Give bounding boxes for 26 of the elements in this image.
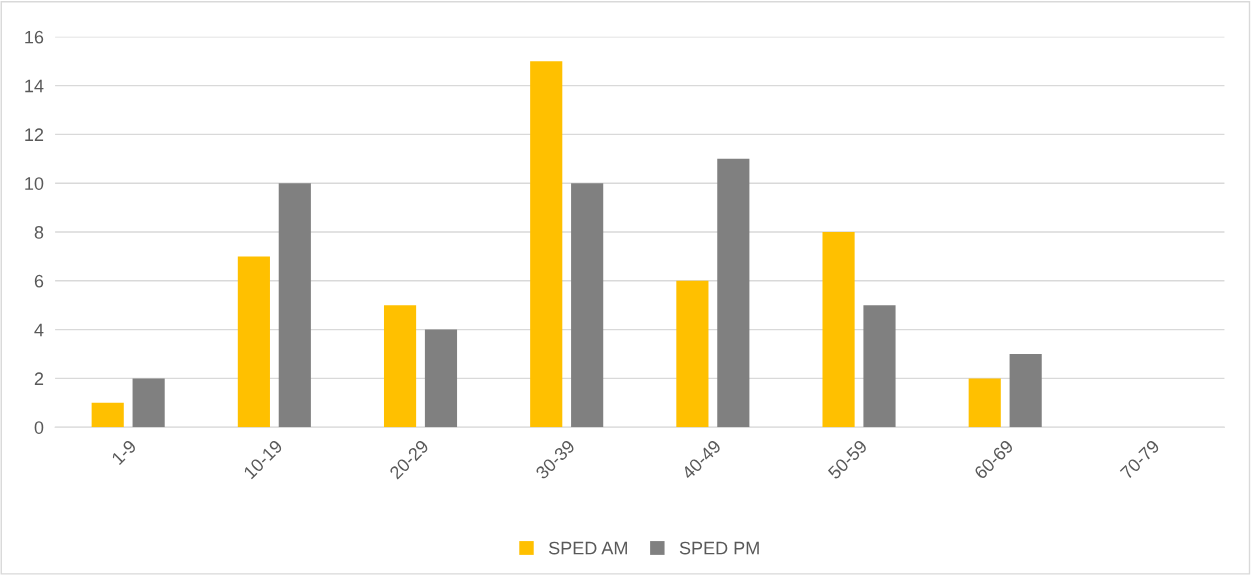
- bar: [530, 61, 563, 428]
- x-tick-label: 1-9: [111, 439, 137, 466]
- bar: [91, 402, 124, 428]
- bar: [717, 158, 750, 428]
- y-tick-label: 8: [34, 225, 44, 239]
- y-tick-label: 12: [25, 128, 44, 141]
- y-tick-label: 2: [34, 372, 44, 385]
- bar: [863, 305, 896, 428]
- bar: [237, 256, 270, 428]
- y-tick-label: 10: [25, 177, 44, 190]
- legend-label: SPED PM: [679, 541, 759, 555]
- bar: [822, 232, 855, 428]
- bar: [383, 305, 417, 428]
- y-tick-label: 0: [34, 421, 44, 434]
- y-tick-label: 4: [34, 323, 44, 337]
- bar: [132, 378, 165, 428]
- y-tick-label: 16: [25, 30, 44, 44]
- bar: [424, 329, 458, 428]
- bar: [1009, 354, 1042, 428]
- bar: [968, 378, 1001, 428]
- y-tick-label: 14: [25, 79, 44, 93]
- legend-label: SPED AM: [548, 541, 627, 555]
- bar: [278, 183, 311, 428]
- bar: [676, 280, 709, 428]
- bar: [571, 183, 604, 428]
- y-tick-label: 6: [34, 274, 44, 288]
